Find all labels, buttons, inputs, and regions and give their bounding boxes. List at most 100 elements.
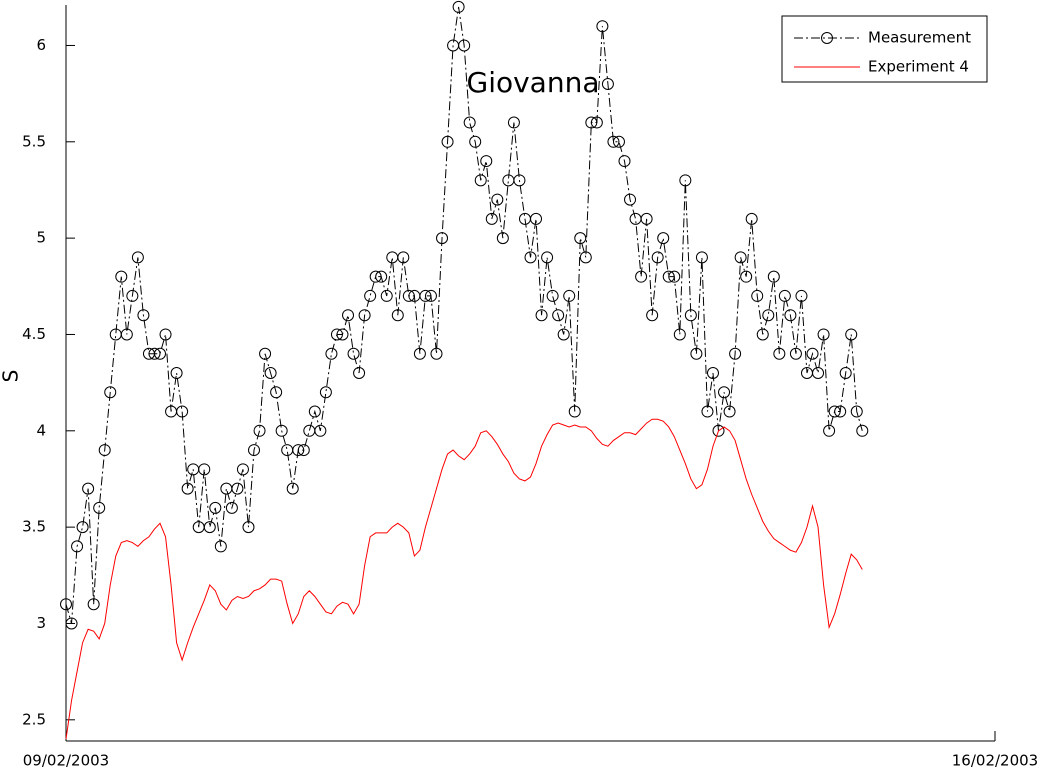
marker xyxy=(795,289,808,302)
marker xyxy=(474,174,487,187)
marker xyxy=(463,116,476,129)
y-tick-label: 2.5 xyxy=(22,710,46,728)
marker xyxy=(65,617,78,630)
legend: Measurement Experiment 4 xyxy=(781,15,988,83)
marker xyxy=(574,232,587,245)
marker xyxy=(236,463,249,476)
marker xyxy=(120,328,133,341)
marker xyxy=(607,135,620,148)
marker xyxy=(441,135,454,148)
marker xyxy=(82,482,95,495)
marker xyxy=(319,386,332,399)
marker xyxy=(253,424,266,437)
marker xyxy=(220,482,233,495)
marker xyxy=(485,212,498,225)
marker xyxy=(203,521,216,534)
marker xyxy=(524,251,537,264)
marker xyxy=(419,289,432,302)
marker xyxy=(424,289,437,302)
marker xyxy=(369,270,382,283)
marker xyxy=(71,540,84,553)
marker xyxy=(812,367,825,379)
marker xyxy=(469,135,482,148)
marker xyxy=(828,405,841,418)
marker xyxy=(325,347,338,360)
marker xyxy=(618,155,631,168)
marker xyxy=(684,309,697,322)
y-tick-label: 6 xyxy=(36,36,46,54)
marker xyxy=(701,405,714,418)
y-tick-label: 5 xyxy=(36,229,46,247)
marker xyxy=(413,347,426,360)
marker xyxy=(740,270,753,283)
marker xyxy=(181,482,194,495)
marker xyxy=(347,347,360,360)
marker xyxy=(436,232,449,245)
marker xyxy=(104,386,117,399)
marker xyxy=(126,289,139,302)
marker xyxy=(292,444,305,457)
marker xyxy=(131,251,144,264)
marker xyxy=(590,116,603,129)
marker xyxy=(76,521,89,534)
marker xyxy=(651,251,664,264)
marker xyxy=(773,347,786,360)
marker xyxy=(281,444,294,457)
marker xyxy=(513,174,526,187)
marker xyxy=(690,347,703,360)
marker xyxy=(778,289,791,302)
marker xyxy=(275,424,288,437)
marker xyxy=(386,251,399,264)
marker xyxy=(60,598,72,611)
y-axis-label: S xyxy=(0,370,23,383)
marker xyxy=(93,501,106,514)
marker xyxy=(342,309,355,322)
marker xyxy=(154,347,167,360)
marker xyxy=(579,251,592,264)
marker xyxy=(507,116,520,129)
series-line xyxy=(65,6,863,624)
marker xyxy=(452,0,465,13)
marker xyxy=(170,367,183,379)
marker xyxy=(209,501,222,514)
marker xyxy=(679,174,692,187)
marker xyxy=(270,386,283,399)
marker xyxy=(762,309,775,322)
marker xyxy=(458,39,471,52)
marker xyxy=(297,444,310,457)
marker xyxy=(806,347,819,360)
marker xyxy=(225,501,238,514)
marker xyxy=(402,289,415,302)
marker xyxy=(496,232,509,245)
marker xyxy=(286,482,299,495)
marker xyxy=(98,444,111,457)
marker xyxy=(491,193,504,206)
marker xyxy=(380,289,393,302)
marker xyxy=(308,405,321,418)
marker xyxy=(330,328,343,341)
marker xyxy=(817,328,830,341)
marker xyxy=(635,270,648,283)
marker xyxy=(718,386,731,399)
legend-label: Measurement xyxy=(868,29,971,47)
marker xyxy=(430,347,443,360)
marker xyxy=(657,232,670,245)
marker xyxy=(557,328,570,341)
marker xyxy=(259,347,272,360)
marker xyxy=(148,347,161,360)
marker xyxy=(789,347,802,360)
marker xyxy=(640,212,653,225)
series-line xyxy=(65,418,863,740)
marker xyxy=(314,424,327,437)
marker xyxy=(662,270,675,283)
marker xyxy=(624,193,637,206)
marker xyxy=(375,270,388,283)
marker xyxy=(706,367,719,379)
marker xyxy=(596,20,609,33)
marker xyxy=(845,328,858,341)
y-tick-label: 4 xyxy=(36,421,46,439)
marker xyxy=(823,424,836,437)
marker xyxy=(767,270,780,283)
marker xyxy=(695,251,708,264)
